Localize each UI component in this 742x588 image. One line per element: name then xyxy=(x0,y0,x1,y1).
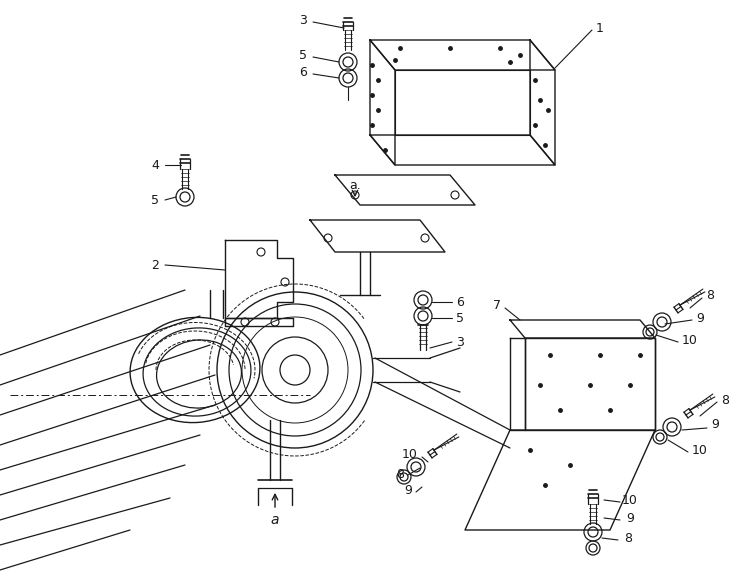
Text: 5: 5 xyxy=(299,48,307,62)
Text: 7: 7 xyxy=(493,299,501,312)
Text: 3: 3 xyxy=(299,14,307,26)
Text: 4: 4 xyxy=(151,159,159,172)
Text: 6: 6 xyxy=(456,296,464,309)
Text: 8: 8 xyxy=(396,469,404,482)
Text: 10: 10 xyxy=(622,493,638,506)
Text: a.: a. xyxy=(349,179,361,192)
Text: 5: 5 xyxy=(151,193,159,206)
Text: 8: 8 xyxy=(624,532,632,544)
Text: 8: 8 xyxy=(721,393,729,406)
Text: 3: 3 xyxy=(456,336,464,349)
Text: 2: 2 xyxy=(151,259,159,272)
Text: 6: 6 xyxy=(299,65,307,79)
Text: 1: 1 xyxy=(596,22,604,35)
Text: 10: 10 xyxy=(692,443,708,456)
Text: 9: 9 xyxy=(711,419,719,432)
Text: 9: 9 xyxy=(626,512,634,524)
Text: a: a xyxy=(271,513,279,527)
Text: 9: 9 xyxy=(404,483,412,496)
Text: 5: 5 xyxy=(456,312,464,325)
Text: 8: 8 xyxy=(706,289,714,302)
Text: 9: 9 xyxy=(696,312,704,325)
Text: 10: 10 xyxy=(402,449,418,462)
Text: 10: 10 xyxy=(682,333,698,346)
